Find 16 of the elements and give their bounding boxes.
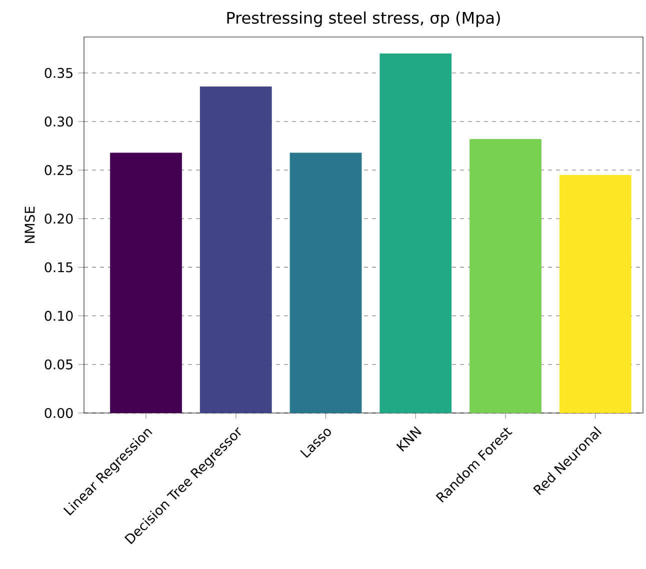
y-tick-label: 0.30: [44, 116, 73, 127]
y-tick-label: 0.35: [44, 68, 72, 78]
chart-title: Prestressing steel stress, σp (Mpa): [227, 11, 500, 27]
y-tick-label: 0.15: [44, 262, 72, 272]
y-tick-label: 0.10: [44, 310, 73, 321]
y-tick-label: 0.00: [44, 408, 73, 418]
y-axis-title: NMSE: [24, 206, 35, 243]
bar: [559, 174, 632, 413]
bar: [200, 86, 272, 413]
bar: [380, 54, 452, 413]
bar: [290, 152, 362, 413]
y-tick-label: 0.25: [44, 165, 72, 176]
bar: [110, 152, 182, 413]
y-tick-label: 0.05: [44, 359, 72, 370]
y-tick-label: 0.20: [44, 214, 73, 224]
bar: [470, 139, 542, 413]
